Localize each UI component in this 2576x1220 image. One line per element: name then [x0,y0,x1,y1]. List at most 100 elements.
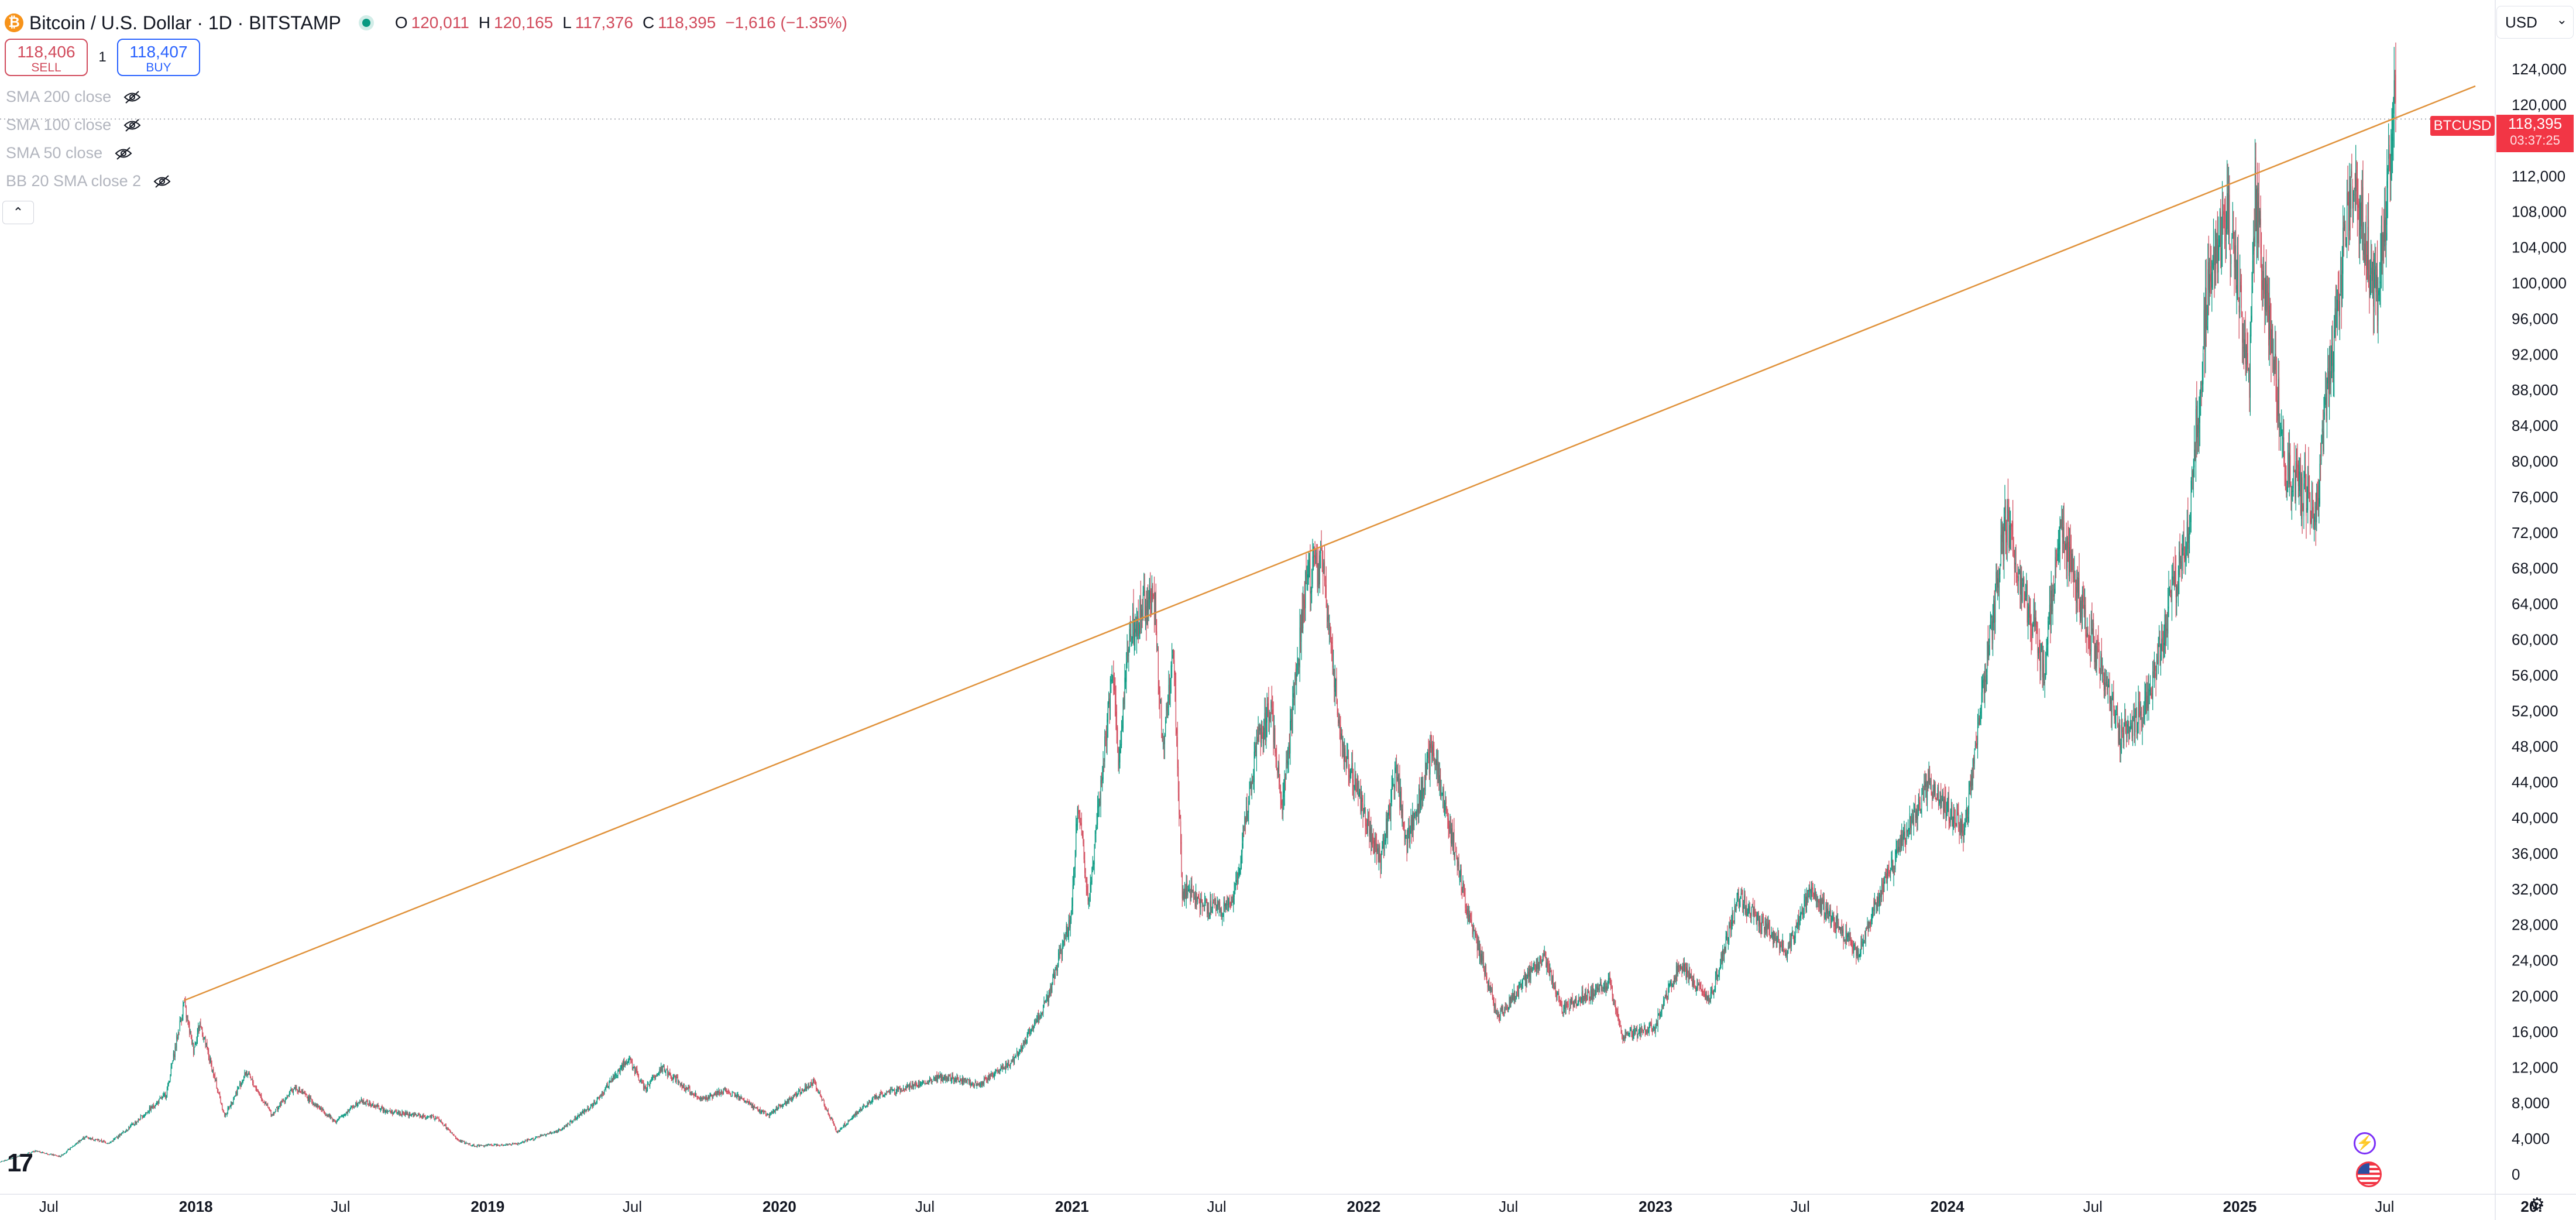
candle-up [1799,913,1801,918]
candle-up [1934,783,1935,796]
candle-up [369,1101,370,1105]
candle-up [1277,765,1279,773]
candle-up [1554,986,1555,988]
candle-down [694,1095,695,1096]
candle-up [647,1084,648,1090]
candle-up [1859,955,1860,957]
candle-up [225,1113,226,1117]
candle-up [1136,623,1138,639]
candle-up [1536,959,1537,970]
candle-down [253,1085,255,1087]
candle-down [1919,802,1921,811]
candle-down [421,1116,423,1118]
candle-up [998,1070,999,1073]
candle-up [1508,1007,1509,1010]
candle-up [1395,765,1396,771]
candle-down [1935,784,1936,800]
candle-down [719,1091,720,1094]
candle-down [208,1050,209,1057]
candle-up [556,1131,557,1133]
candle-down [1616,1009,1617,1013]
candle-up [1442,789,1444,796]
candle-up [993,1075,994,1077]
candle-up [1425,761,1426,791]
candle-up [1418,789,1420,815]
candle-up [342,1115,344,1117]
candle-down [439,1120,440,1122]
candle-up [1578,997,1579,1003]
candle-up [1308,559,1310,563]
candle-down [854,1114,855,1116]
candle-down [1703,994,1705,996]
candle-down [117,1136,118,1138]
candle-up [1674,978,1675,982]
candle-up [1165,720,1166,733]
candle-up [1648,1026,1650,1031]
candle-up [1288,745,1289,759]
candle-up [357,1104,358,1106]
candle-up [1041,1012,1042,1014]
candle-up [298,1088,300,1093]
candle-up [237,1089,238,1095]
candle-up [26,1154,28,1155]
candle-down [1101,780,1102,784]
candle-up [962,1078,963,1085]
candle-up [1311,587,1313,592]
candle-down [712,1096,713,1098]
candle-up [440,1120,441,1122]
candle-up [1207,907,1208,914]
candle-up [1974,745,1976,748]
candle-up [723,1089,724,1095]
candle-up [130,1125,132,1126]
candle-down [910,1083,911,1087]
candle-down [1221,909,1222,917]
candle-up [91,1137,92,1140]
candle-up [1420,800,1421,806]
candle-down [1556,992,1557,998]
candle-down [267,1105,269,1108]
candle-down [153,1105,154,1107]
candle-down [1029,1031,1031,1032]
candle-down [1457,858,1458,867]
candle-down [201,1026,202,1029]
candle-up [866,1105,867,1106]
candle-up [349,1109,351,1111]
candle-down [1907,830,1908,832]
candle-up [1057,968,1058,971]
candle-down [473,1144,475,1147]
candle-up [1753,911,1754,917]
candle-down [404,1113,405,1115]
y-tick-label: 100,000 [2512,275,2567,292]
candle-down [1528,971,1529,977]
candle-up [1459,878,1460,880]
candle-up [1364,804,1365,812]
candle-up [1249,778,1251,788]
candle-down [741,1097,743,1099]
candle-up [1737,892,1739,895]
candle-up [494,1144,496,1146]
candle-up [1121,729,1122,745]
candle-down [92,1137,94,1140]
candle-down [902,1090,903,1091]
candle-down [645,1087,647,1091]
candle-up [1771,933,1772,937]
candle-down [958,1078,959,1082]
candle-down [838,1130,839,1132]
candle-down [711,1095,712,1096]
candle-down [754,1105,755,1108]
candle-up [652,1077,654,1078]
candle-up [1854,945,1855,947]
candle-up [775,1107,777,1109]
candle-down [294,1087,296,1089]
candle-down [483,1145,485,1147]
candle-up [446,1128,448,1129]
candle-down [1503,1012,1505,1013]
candle-down [261,1095,262,1099]
candle-up [205,1043,207,1046]
candle-down [1180,821,1181,844]
candle-up [1225,903,1226,909]
candle-down [1615,1005,1616,1010]
candle-down [1723,951,1724,954]
candle-up [1713,989,1715,995]
